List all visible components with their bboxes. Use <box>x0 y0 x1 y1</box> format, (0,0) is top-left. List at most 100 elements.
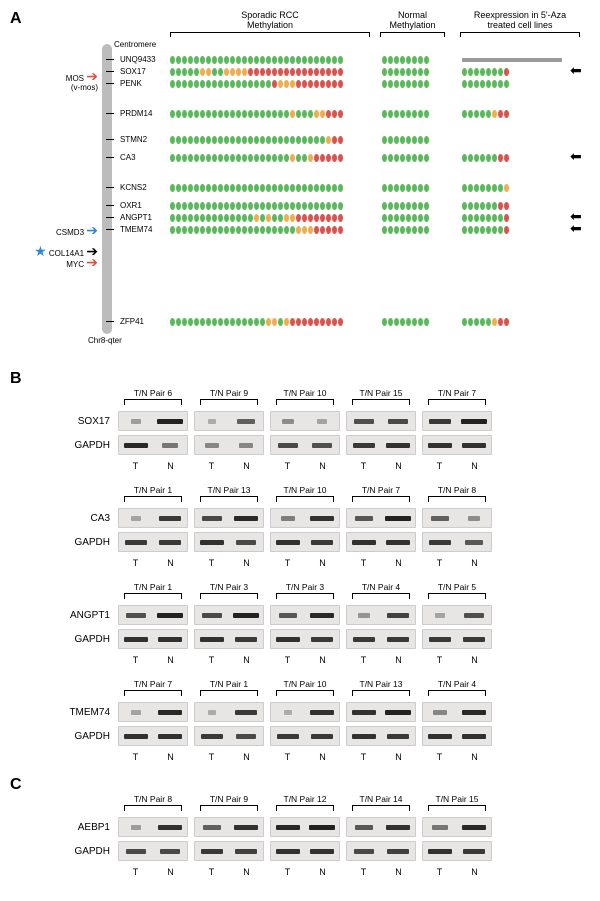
methylation-dot <box>200 184 205 192</box>
gene-name: PENK <box>120 79 168 88</box>
methylation-dot <box>320 184 325 192</box>
pair-header: T/N Pair 15 <box>346 388 416 407</box>
methylation-dot <box>308 80 313 88</box>
methylation-dot <box>224 154 229 162</box>
methylation-dot <box>302 202 307 210</box>
gel-band <box>203 825 221 830</box>
gel-band <box>311 540 333 545</box>
gel-band <box>200 540 223 545</box>
methylation-dot <box>406 68 411 76</box>
methylation-dot-row <box>170 154 343 162</box>
gel-band <box>461 419 486 424</box>
methylation-dot <box>320 202 325 210</box>
methylation-dot <box>170 318 175 326</box>
methylation-dot <box>424 226 429 234</box>
methylation-dot <box>290 136 295 144</box>
pair-header: T/N Pair 1 <box>118 582 188 601</box>
left-annotation: ★ COL14A1 ➔ <box>10 246 98 258</box>
gel-set: T/N Pair 7T/N Pair 1T/N Pair 10T/N Pair … <box>10 679 590 762</box>
gel-band <box>131 419 142 424</box>
tn-labels: TN <box>346 461 416 471</box>
gel-set: T/N Pair 6T/N Pair 9T/N Pair 10T/N Pair … <box>10 388 590 471</box>
methylation-dot <box>338 184 343 192</box>
methylation-dot <box>188 110 193 118</box>
methylation-dot <box>260 184 265 192</box>
methylation-dot <box>400 136 405 144</box>
methylation-dot <box>290 154 295 162</box>
methylation-dot <box>480 226 485 234</box>
gel-lane-row: GAPDH <box>10 726 590 746</box>
gel-band <box>429 419 451 424</box>
gel-lane-pair <box>422 411 492 431</box>
gel-gene-label: GAPDH <box>10 846 118 857</box>
methylation-dot <box>224 214 229 222</box>
tn-labels: TN <box>194 461 264 471</box>
methylation-dot <box>236 110 241 118</box>
methylation-dot <box>278 110 283 118</box>
methylation-dot <box>406 226 411 234</box>
gel-lane-pair <box>270 702 340 722</box>
gel-lane-pair <box>118 508 188 528</box>
methylation-dot <box>406 184 411 192</box>
methylation-dot-row <box>382 68 429 76</box>
methylation-dot <box>332 226 337 234</box>
tn-labels: TN <box>422 461 492 471</box>
methylation-dot <box>418 56 423 64</box>
gel-lane-row: GAPDH <box>10 629 590 649</box>
gel-band <box>234 825 257 830</box>
methylation-dot <box>182 136 187 144</box>
gel-lane-pair <box>118 605 188 625</box>
gel-band <box>202 613 223 618</box>
methylation-dot <box>284 80 289 88</box>
methylation-dot <box>412 154 417 162</box>
pair-header: T/N Pair 13 <box>346 679 416 698</box>
methylation-dot <box>206 226 211 234</box>
grey-bar <box>462 58 562 62</box>
pair-header: T/N Pair 4 <box>422 679 492 698</box>
methylation-dot <box>474 214 479 222</box>
methylation-dot <box>212 154 217 162</box>
methylation-dot <box>314 80 319 88</box>
methylation-dot <box>182 56 187 64</box>
methylation-dot <box>254 68 259 76</box>
methylation-dot <box>326 154 331 162</box>
methylation-dot <box>504 318 509 326</box>
pair-header: T/N Pair 6 <box>118 388 188 407</box>
annotation-sub: (v-mos) <box>71 83 98 92</box>
methylation-dot <box>176 110 181 118</box>
methylation-dot <box>236 184 241 192</box>
gel-band <box>385 516 410 521</box>
methylation-dot <box>388 226 393 234</box>
methylation-dot <box>242 184 247 192</box>
methylation-dot <box>206 184 211 192</box>
methylation-dot <box>388 136 393 144</box>
gel-band <box>202 516 223 521</box>
methylation-dot <box>492 226 497 234</box>
methylation-dot <box>248 68 253 76</box>
right-arrow-icon: ⬅ <box>570 212 582 220</box>
methylation-dot <box>498 226 503 234</box>
methylation-dot <box>236 214 241 222</box>
methylation-dot <box>170 154 175 162</box>
gel-band <box>158 637 181 642</box>
gel-band <box>431 516 449 521</box>
gel-band <box>126 849 147 854</box>
methylation-dot <box>272 154 277 162</box>
tn-labels: TN <box>118 558 188 568</box>
methylation-dot <box>272 136 277 144</box>
methylation-dot <box>236 226 241 234</box>
gel-lane-pair <box>346 605 416 625</box>
methylation-dot <box>424 136 429 144</box>
methylation-dot <box>200 110 205 118</box>
methylation-dot <box>248 318 253 326</box>
methylation-dot <box>474 202 479 210</box>
methylation-dot <box>498 68 503 76</box>
gel-lane-pair <box>118 702 188 722</box>
methylation-dot <box>394 226 399 234</box>
methylation-dot <box>382 184 387 192</box>
methylation-dot <box>206 154 211 162</box>
gel-lane-pair <box>346 629 416 649</box>
methylation-dot-row <box>382 110 429 118</box>
left-annotation: CSMD3 ➔ <box>10 226 98 237</box>
methylation-dot <box>424 56 429 64</box>
